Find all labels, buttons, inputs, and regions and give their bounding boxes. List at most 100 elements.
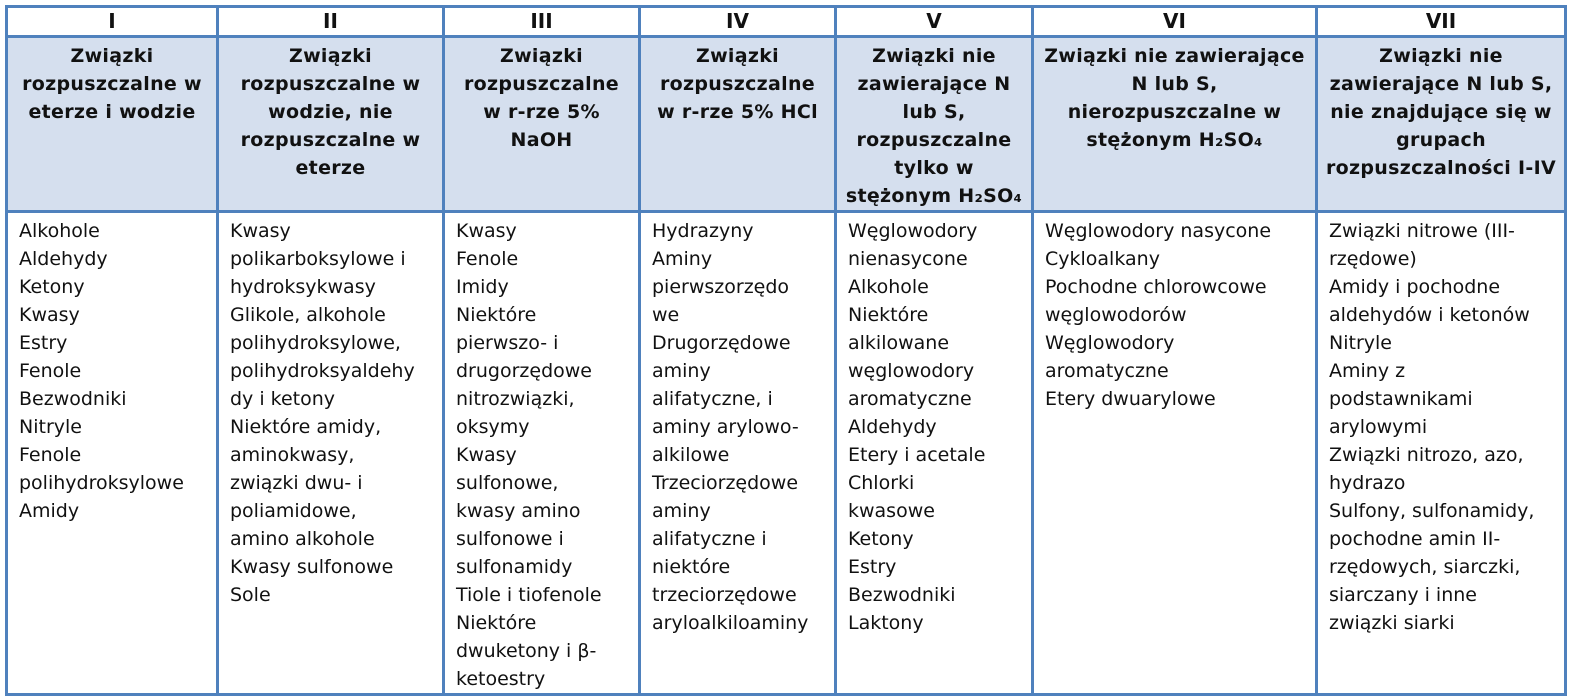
group-heading-cell: Związki nie zawierające N lub S, nierozpus… bbox=[1031, 35, 1318, 213]
compound-class-item: Związki nitrowe (III- bbox=[1329, 220, 1515, 242]
group-heading-row: Związki rozpuszczalne w eterze i wodzie Zwi… bbox=[5, 35, 1567, 213]
compound-class-item: alifatyczne, i bbox=[652, 388, 773, 410]
compound-class-item: trzeciorzędowe bbox=[652, 584, 797, 606]
heading-line: rozpuszczalne bbox=[856, 129, 1012, 151]
compound-class-item: pochodne amin II- bbox=[1329, 528, 1501, 550]
compound-class-item: pierwszo- i bbox=[456, 332, 559, 354]
compound-class-item: alkilowe bbox=[652, 444, 730, 466]
compound-class-item: pierwszorzędo bbox=[652, 276, 790, 298]
group-number-cell: III bbox=[442, 5, 641, 38]
compound-class-item: sulfonowe, bbox=[456, 472, 559, 494]
compound-class-item: Tiole i tiofenole bbox=[456, 584, 602, 606]
compound-class-item: Aldehydy bbox=[848, 416, 937, 438]
compound-class-item: polihydroksylowe bbox=[19, 472, 184, 494]
group-items-cell: Związki nitrowe (III-rzędowe) Amidy i poc… bbox=[1315, 210, 1567, 696]
compound-class-item: aminy bbox=[652, 500, 711, 522]
compound-class-item: Imidy bbox=[456, 276, 509, 298]
compound-class-item: aminy bbox=[652, 360, 711, 382]
heading-line: nie znajdujące się w bbox=[1330, 101, 1552, 123]
heading-line: Związki nie bbox=[1379, 45, 1503, 67]
compound-class-item: dy i ketony bbox=[230, 388, 336, 410]
compound-class-item: Niektóre bbox=[456, 612, 537, 634]
group-heading-cell: Związki nie zawierające N lub S, nie znajd… bbox=[1315, 35, 1567, 213]
compound-class-item: kwasy amino bbox=[456, 500, 581, 522]
compound-class-item: Alkohole bbox=[848, 276, 929, 298]
compound-class-item: polihydroksylowe, bbox=[230, 332, 401, 354]
compound-class-item: Hydrazyny bbox=[652, 220, 754, 242]
group-heading-cell: Związki rozpuszczalne w r-rze 5% HCl bbox=[638, 35, 837, 213]
compound-class-item: siarczany i inne bbox=[1329, 584, 1477, 606]
compound-class-item: Fenole bbox=[19, 360, 82, 382]
heading-line: N lub S, bbox=[1131, 73, 1218, 95]
compound-class-item: aromatyczne bbox=[1045, 360, 1169, 382]
compound-class-item: nitrozwiązki, bbox=[456, 388, 575, 410]
compound-class-item: związki dwu- i bbox=[230, 472, 363, 494]
compound-class-item: Nitryle bbox=[1329, 332, 1392, 354]
compound-class-item: Kwasy sulfonowe bbox=[230, 556, 394, 578]
compound-class-item: aromatyczne bbox=[848, 388, 972, 410]
compound-class-item: Ketony bbox=[19, 276, 85, 298]
heading-line: rozpuszczalne w bbox=[240, 73, 421, 95]
compound-class-item: hydrazo bbox=[1329, 472, 1406, 494]
compound-class-item: Aminy bbox=[652, 248, 713, 270]
compound-class-item: związki siarki bbox=[1329, 612, 1455, 634]
compound-class-item: Kwasy bbox=[456, 220, 517, 242]
compound-class-item: rzędowych, siarczki, bbox=[1329, 556, 1521, 578]
compound-class-item: węglowodorów bbox=[1045, 304, 1187, 326]
compound-class-item: drugorzędowe bbox=[456, 360, 592, 382]
compound-class-item: arylowymi bbox=[1329, 416, 1428, 438]
compound-class-item: podstawnikami bbox=[1329, 388, 1473, 410]
compound-class-item: Kwasy bbox=[19, 304, 80, 326]
compound-class-item: Chlorki bbox=[848, 472, 915, 494]
heading-line: Związki nie bbox=[872, 45, 996, 67]
heading-line: stężonym H₂SO₄ bbox=[1086, 129, 1263, 151]
group-number-row: I II III IV V VI VII bbox=[5, 5, 1567, 38]
group-items-cell: Kwasy Fenole Imidy Niektóre pierwszo- i drugo… bbox=[442, 210, 641, 696]
compound-class-item: polikarboksylowe i bbox=[230, 248, 406, 270]
heading-line: rozpuszczalne bbox=[660, 73, 815, 95]
compound-class-item: we bbox=[652, 304, 680, 326]
compound-class-item: Niektóre bbox=[456, 304, 537, 326]
heading-line: lub S, bbox=[902, 101, 966, 123]
heading-line: zawierające N lub S, bbox=[1329, 73, 1553, 95]
heading-line: Związki bbox=[289, 45, 372, 67]
heading-line: rozpuszczalności I-IV bbox=[1326, 157, 1556, 179]
group-number-cell: I bbox=[5, 5, 219, 38]
compound-class-item: Fenole bbox=[456, 248, 519, 270]
heading-line: rozpuszczalne w bbox=[240, 129, 421, 151]
group-items-cell: Kwasy polikarboksylowe i hydroksykwasy Glik… bbox=[216, 210, 445, 696]
group-heading-cell: Związki rozpuszczalne w wodzie, nie rozpusz… bbox=[216, 35, 445, 213]
compound-class-item: Sulfony, sulfonamidy, bbox=[1329, 500, 1535, 522]
compound-class-item: Fenole bbox=[19, 444, 82, 466]
compound-class-item: Drugorzędowe bbox=[652, 332, 791, 354]
compound-class-item: Węglowodory bbox=[1045, 332, 1175, 354]
heading-line: rozpuszczalne w bbox=[22, 73, 202, 95]
compound-class-item: Sole bbox=[230, 584, 271, 606]
group-heading-cell: Związki rozpuszczalne w eterze i wodzie bbox=[5, 35, 219, 213]
compound-class-item: Niektóre amidy, bbox=[230, 416, 382, 438]
compound-class-item: Estry bbox=[19, 332, 68, 354]
heading-line: Związki bbox=[696, 45, 779, 67]
compound-class-item: Glikole, alkohole bbox=[230, 304, 386, 326]
heading-line: NaOH bbox=[510, 129, 573, 151]
compound-class-item: Amidy i pochodne bbox=[1329, 276, 1501, 298]
compound-class-item: Bezwodniki bbox=[19, 388, 127, 410]
heading-line: eterze i wodzie bbox=[28, 101, 196, 123]
group-items-cell: Węglowodory nienasycone Alkohole Niektóre al… bbox=[834, 210, 1034, 696]
group-number-cell: II bbox=[216, 5, 445, 38]
heading-line: eterze bbox=[295, 157, 366, 179]
compound-class-item: Laktony bbox=[848, 612, 924, 634]
heading-line: tylko w bbox=[894, 157, 974, 179]
compound-class-item: Aldehydy bbox=[19, 248, 108, 270]
compound-class-item: hydroksykwasy bbox=[230, 276, 376, 298]
compound-class-item: Niektóre bbox=[848, 304, 929, 326]
compound-class-item: poliamidowe, bbox=[230, 500, 357, 522]
group-items-cell: Węglowodory nasycone Cykloalkany Pochodne … bbox=[1031, 210, 1318, 696]
heading-line: wodzie, nie bbox=[268, 101, 393, 123]
compound-class-item: sulfonowe i bbox=[456, 528, 564, 550]
compound-class-item: aldehydów i ketonów bbox=[1329, 304, 1530, 326]
solubility-groups-table: I II III IV V VI VII Związki rozpuszczalne w ete… bbox=[5, 5, 1567, 696]
compound-class-item: Trzeciorzędowe bbox=[652, 472, 799, 494]
compound-class-item: Węglowodory bbox=[848, 220, 978, 242]
group-heading-cell: Związki nie zawierające N lub S, rozpuszcza… bbox=[834, 35, 1034, 213]
